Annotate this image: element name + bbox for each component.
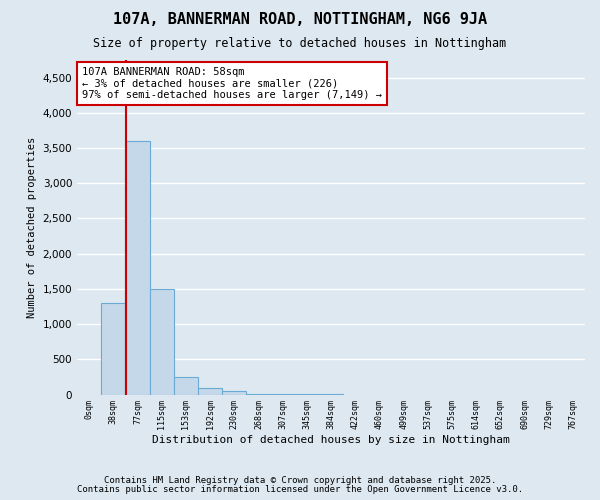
Bar [222,391,247,394]
Text: Contains HM Land Registry data © Crown copyright and database right 2025.: Contains HM Land Registry data © Crown c… [104,476,496,485]
Bar [125,141,149,395]
Bar [101,303,125,394]
Text: Size of property relative to detached houses in Nottingham: Size of property relative to detached ho… [94,38,506,51]
Text: Contains public sector information licensed under the Open Government Licence v3: Contains public sector information licen… [77,485,523,494]
Bar [174,377,198,394]
Text: 107A BANNERMAN ROAD: 58sqm
← 3% of detached houses are smaller (226)
97% of semi: 107A BANNERMAN ROAD: 58sqm ← 3% of detac… [82,67,382,100]
Bar [198,388,222,394]
Text: 107A, BANNERMAN ROAD, NOTTINGHAM, NG6 9JA: 107A, BANNERMAN ROAD, NOTTINGHAM, NG6 9J… [113,12,487,28]
X-axis label: Distribution of detached houses by size in Nottingham: Distribution of detached houses by size … [152,435,510,445]
Bar [149,289,174,395]
Y-axis label: Number of detached properties: Number of detached properties [27,136,37,318]
